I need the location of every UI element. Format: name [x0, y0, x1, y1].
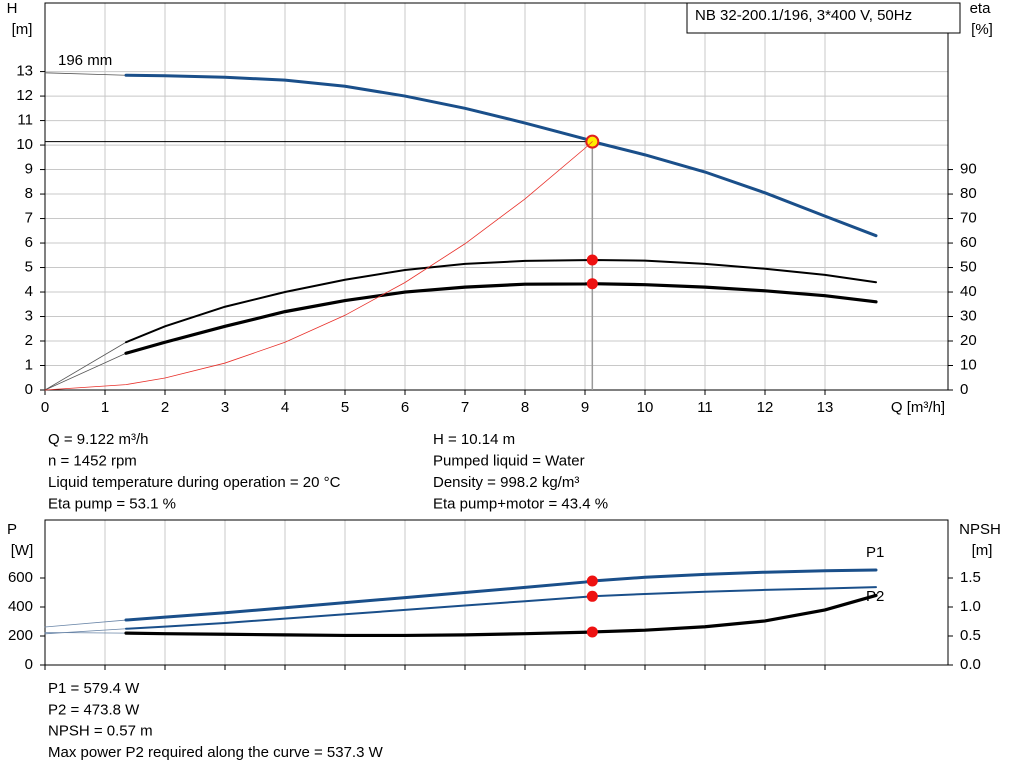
y-tick-label: 6 [25, 234, 33, 251]
x-tick-label: 0 [41, 399, 49, 416]
y-axis-unit: [W] [11, 542, 34, 559]
y2-tick-label: 60 [960, 234, 977, 251]
y-tick-label: 5 [25, 259, 33, 276]
x-axis-label: Q [m³/h] [891, 399, 945, 416]
x-tick-label: 10 [637, 399, 654, 416]
y2-axis-unit: [m] [972, 542, 993, 559]
y-tick-label: 10 [16, 136, 33, 153]
y2-tick-label: 70 [960, 210, 977, 227]
y-axis-label: P [7, 521, 17, 538]
plot-frame [44, 2, 949, 391]
y-tick-label: 13 [16, 63, 33, 80]
y-axis-unit: [m] [12, 21, 33, 38]
info-text: H = 10.14 m [433, 431, 515, 448]
y2-axis-label: eta [970, 0, 992, 17]
y-tick-label: 12 [16, 87, 33, 104]
y-tick-label: 8 [25, 185, 33, 202]
y-axis-label: H [7, 0, 18, 17]
info-text: Liquid temperature during operation = 20… [48, 474, 341, 491]
y2-tick-label: 10 [960, 356, 977, 373]
info-text: NPSH = 0.57 m [48, 723, 153, 740]
title-box [686, 2, 961, 34]
y2-tick-label: 50 [960, 259, 977, 276]
y-tick-label: 4 [25, 283, 33, 300]
series-line [124, 73, 878, 238]
info-text: P1 = 579.4 W [48, 680, 140, 697]
y-tick-label: 7 [25, 210, 33, 227]
series-line [44, 352, 127, 391]
operating-point [586, 590, 598, 602]
info-text: P2 = 473.8 W [48, 701, 140, 718]
y2-tick-label: 90 [960, 161, 977, 178]
y-tick-label: 9 [25, 161, 33, 178]
x-tick-label: 7 [461, 399, 469, 416]
x-tick-label: 2 [161, 399, 169, 416]
y-tick-label: 1 [25, 356, 33, 373]
info-text: Max power P2 required along the curve = … [48, 744, 384, 761]
y2-tick-label: 1.5 [960, 569, 981, 586]
x-tick-label: 11 [697, 399, 713, 416]
series-line [125, 586, 877, 630]
y-tick-label: 3 [25, 307, 33, 324]
y2-axis-label: NPSH [959, 521, 1001, 538]
y2-tick-label: 30 [960, 307, 977, 324]
x-tick-label: 12 [757, 399, 774, 416]
operating-point [586, 278, 598, 290]
y-tick-label: 11 [17, 112, 33, 129]
y2-tick-label: 1.0 [960, 598, 981, 615]
y-tick-label: 0 [25, 381, 33, 398]
operating-point [586, 575, 598, 587]
series-label: 196 mm [58, 52, 112, 69]
series-line [44, 619, 127, 628]
x-tick-label: 13 [817, 399, 834, 416]
x-tick-label: 8 [521, 399, 529, 416]
x-tick-label: 4 [281, 399, 289, 416]
series-line [124, 568, 878, 622]
x-tick-label: 9 [581, 399, 589, 416]
info-text: Density = 998.2 kg/m³ [433, 474, 579, 491]
info-text: Q = 9.122 m³/h [48, 431, 148, 448]
y2-tick-label: 80 [960, 185, 977, 202]
y2-tick-label: 0.0 [960, 656, 981, 673]
series-line [125, 258, 877, 344]
info-text: n = 1452 rpm [48, 452, 137, 469]
series-line [124, 593, 878, 638]
y2-tick-label: 20 [960, 332, 977, 349]
info-text: Pumped liquid = Water [433, 452, 585, 469]
x-tick-label: 5 [341, 399, 349, 416]
chart-title: NB 32-200.1/196, 3*400 V, 50Hz [695, 7, 912, 24]
y2-axis-unit: [%] [971, 21, 993, 38]
series-line [44, 632, 127, 634]
y2-tick-label: 0.5 [960, 627, 981, 644]
y-tick-label: 0 [25, 656, 33, 673]
y-tick-label: 2 [25, 332, 33, 349]
y-tick-label: 600 [8, 569, 33, 586]
series-label: P1 [866, 544, 884, 561]
operating-point [586, 254, 598, 266]
info-text: Eta pump = 53.1 % [48, 495, 176, 512]
series-line [44, 341, 127, 391]
plot-frame [44, 519, 949, 666]
series-line [44, 72, 127, 76]
series-line [44, 141, 593, 391]
y-tick-label: 400 [8, 598, 33, 615]
x-tick-label: 6 [401, 399, 409, 416]
y-tick-label: 200 [8, 627, 33, 644]
operating-point [586, 626, 598, 638]
info-text: Eta pump+motor = 43.4 % [433, 495, 608, 512]
x-tick-label: 3 [221, 399, 229, 416]
y2-tick-label: 0 [960, 381, 968, 398]
x-tick-label: 1 [101, 399, 109, 416]
y2-tick-label: 40 [960, 283, 977, 300]
series-line [124, 282, 878, 355]
